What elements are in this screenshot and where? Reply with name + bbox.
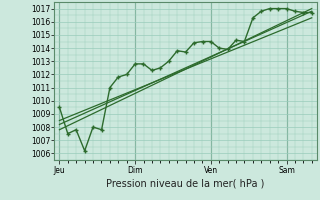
X-axis label: Pression niveau de la mer( hPa ): Pression niveau de la mer( hPa ) xyxy=(107,179,265,189)
